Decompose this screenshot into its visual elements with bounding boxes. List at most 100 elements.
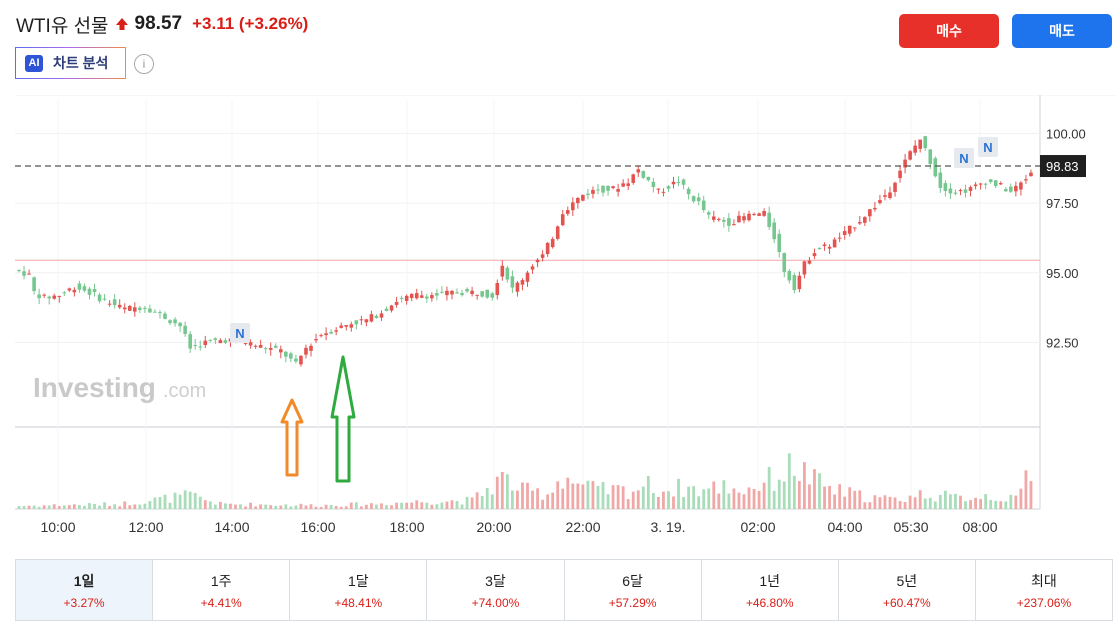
candle-body bbox=[737, 215, 741, 223]
volume-bar bbox=[334, 506, 338, 509]
volume-bar bbox=[833, 494, 837, 509]
candle-body bbox=[309, 345, 313, 351]
volume-bar bbox=[410, 502, 414, 509]
period-label: 6달 bbox=[622, 572, 643, 589]
volume-bar bbox=[797, 481, 801, 509]
price-chart[interactable]: 100.00 97.50 95.00 92.50 10:00 12:00 14:00 16:0… bbox=[0, 95, 1116, 545]
candle-body bbox=[777, 233, 782, 252]
volume-bar bbox=[938, 494, 942, 509]
period-tab-6m[interactable]: 6달 +57.29% bbox=[565, 560, 702, 620]
ai-chart-analysis-button[interactable]: AI 차트 분석 bbox=[15, 47, 126, 79]
volume-bar bbox=[601, 482, 605, 509]
candle-body bbox=[732, 224, 736, 226]
candle-body bbox=[792, 275, 797, 291]
candle-body bbox=[873, 207, 877, 210]
volume-bar bbox=[888, 496, 892, 509]
candle-body bbox=[253, 345, 258, 347]
candle-body bbox=[319, 335, 323, 337]
volume-bar bbox=[37, 506, 41, 509]
sell-button[interactable]: 매도 bbox=[1012, 14, 1112, 48]
candle-body bbox=[948, 188, 953, 194]
candle-body bbox=[742, 216, 746, 221]
candle-body bbox=[883, 195, 887, 197]
volume-bar bbox=[923, 498, 927, 509]
period-tab-1m[interactable]: 1달 +48.41% bbox=[290, 560, 428, 620]
volume-bar bbox=[641, 486, 645, 509]
candle-body bbox=[178, 322, 182, 327]
period-tab-1w[interactable]: 1주 +4.41% bbox=[153, 560, 291, 620]
period-tab-3m[interactable]: 3달 +74.00% bbox=[427, 560, 565, 620]
volume-bar bbox=[108, 506, 112, 509]
candle-body bbox=[616, 189, 620, 192]
volume-bar bbox=[475, 492, 479, 509]
volume-bar bbox=[556, 481, 560, 509]
volume-bar bbox=[566, 477, 570, 509]
candle-body bbox=[1024, 179, 1028, 181]
volume-bar bbox=[390, 505, 393, 509]
candle-body bbox=[369, 314, 374, 322]
volume-bar bbox=[692, 486, 696, 509]
volume-bar bbox=[777, 479, 781, 509]
candle-body bbox=[299, 355, 303, 365]
candle-body bbox=[586, 193, 590, 196]
volume-bar bbox=[22, 506, 26, 509]
candle-body bbox=[425, 296, 429, 299]
period-tab-5y[interactable]: 5년 +60.47% bbox=[839, 560, 976, 620]
volume-bar bbox=[193, 493, 197, 509]
candle-body bbox=[772, 222, 776, 240]
volume-bar bbox=[163, 494, 167, 509]
candle-body bbox=[440, 291, 444, 293]
x-tick-label: 20:00 bbox=[476, 519, 511, 535]
candle-body bbox=[97, 294, 102, 302]
volume-bar bbox=[752, 488, 756, 509]
candle-body bbox=[656, 188, 661, 190]
arrow-up-icon bbox=[115, 18, 128, 30]
period-tab-1d[interactable]: 1일 +3.27% bbox=[16, 560, 154, 620]
volume-bar bbox=[823, 486, 826, 509]
volume-bar bbox=[878, 497, 882, 509]
candle-body bbox=[158, 312, 162, 314]
candle-body bbox=[963, 189, 968, 193]
volume-bar bbox=[229, 503, 232, 509]
candle-body bbox=[993, 180, 998, 187]
candle-body bbox=[384, 308, 389, 311]
volume-bar bbox=[364, 504, 368, 509]
info-icon[interactable]: i bbox=[134, 54, 154, 74]
price-change: +3.11 (+3.26%) bbox=[192, 14, 309, 33]
buy-button[interactable]: 매수 bbox=[899, 14, 999, 48]
period-change: +74.00% bbox=[471, 595, 520, 610]
period-tab-1y[interactable]: 1년 +46.80% bbox=[702, 560, 839, 620]
volume-bar bbox=[42, 505, 46, 509]
volume-bar bbox=[838, 484, 842, 509]
candle-body bbox=[374, 315, 379, 318]
volume-bar bbox=[52, 504, 56, 509]
volume-bar bbox=[178, 494, 182, 509]
candle-body bbox=[354, 320, 359, 325]
chart-svg: 100.00 97.50 95.00 92.50 10:00 12:00 14:00 16:0… bbox=[15, 95, 1116, 535]
candle-body bbox=[681, 179, 686, 185]
volume-bar bbox=[803, 462, 806, 509]
volume-bar bbox=[279, 505, 283, 509]
volume-bar bbox=[918, 490, 922, 509]
candle-body bbox=[435, 293, 439, 296]
volume-bar bbox=[98, 505, 101, 509]
candle-body bbox=[1009, 186, 1013, 192]
volume-bar bbox=[596, 485, 600, 509]
x-tick-label: 18:00 bbox=[389, 519, 424, 535]
candle-body bbox=[611, 186, 615, 189]
candle-body bbox=[203, 340, 208, 346]
candle-body bbox=[661, 191, 666, 193]
candle-body bbox=[1003, 189, 1008, 192]
volume-bar bbox=[123, 501, 127, 509]
candle-body bbox=[42, 294, 46, 296]
volume-bar bbox=[541, 499, 545, 509]
volume-bar bbox=[662, 491, 665, 509]
candle-body bbox=[138, 307, 142, 311]
period-tab-max[interactable]: 최대 +237.06% bbox=[976, 560, 1112, 620]
volume-bar bbox=[707, 488, 711, 509]
candle-body bbox=[329, 331, 333, 334]
candle-body bbox=[868, 209, 872, 217]
candle-body bbox=[550, 238, 555, 248]
volume-bar bbox=[616, 485, 620, 509]
candle-body bbox=[641, 171, 646, 178]
